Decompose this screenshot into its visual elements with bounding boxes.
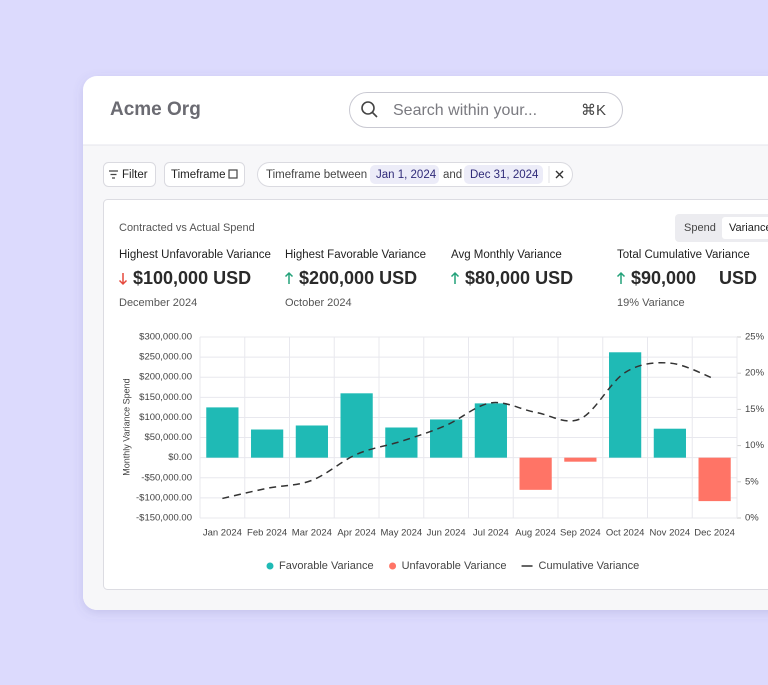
end-date: Dec 31, 2024 — [470, 169, 539, 181]
x-tick-label: Dec 2024 — [694, 528, 735, 539]
start-pill[interactable] — [370, 165, 439, 184]
bar — [340, 393, 373, 458]
bar — [653, 428, 686, 458]
y-axis-title: Monthly Variance Spend — [121, 378, 131, 475]
range-and: and — [443, 169, 462, 181]
y-tick-label: -$100,000.00 — [136, 492, 192, 503]
stat-unit: USD — [379, 268, 417, 288]
stat-value: $100,000 — [133, 268, 208, 288]
y-tick-label: $200,000.00 — [139, 372, 192, 383]
y-tick-label: $150,000.00 — [139, 392, 192, 403]
panel-title: Contracted vs Actual Spend — [119, 222, 255, 234]
shortcut: ⌘K — [581, 102, 606, 119]
stat-note: December 2024 — [119, 297, 197, 309]
legend-swatch — [389, 562, 397, 570]
bar — [519, 457, 552, 490]
stat-label: Highest Unfavorable Variance — [119, 249, 271, 261]
bar — [295, 425, 328, 458]
x-tick-label: Oct 2024 — [606, 528, 645, 539]
range-label: Timeframe between — [266, 169, 367, 181]
bar — [474, 403, 507, 458]
y-tick-label: $250,000.00 — [139, 352, 192, 363]
y2-tick-label: 5% — [745, 476, 759, 487]
bar — [251, 429, 284, 458]
x-tick-label: Jun 2024 — [427, 528, 466, 539]
stat-note: October 2024 — [285, 297, 352, 309]
x-tick-label: Nov 2024 — [650, 528, 691, 539]
toggle-spend[interactable]: Spend — [684, 222, 716, 234]
stat-label: Avg Monthly Variance — [451, 249, 562, 261]
trend-arrow — [616, 271, 626, 284]
y-tick-label: $0.00 — [168, 452, 192, 463]
stat-unit: USD — [535, 268, 573, 288]
clear-button[interactable] — [555, 170, 564, 179]
trend-arrow — [450, 271, 460, 284]
toggle-active — [722, 217, 768, 239]
trend-arrow — [118, 273, 128, 286]
x-tick-label: Mar 2024 — [292, 528, 332, 539]
legend-label: Cumulative Variance — [539, 560, 640, 572]
y2-tick-label: 10% — [745, 440, 765, 451]
stat-label: Highest Favorable Variance — [285, 249, 426, 261]
org-name: Acme Org — [110, 99, 201, 120]
trend-arrow — [284, 271, 294, 284]
timeframe-button[interactable] — [164, 162, 245, 187]
x-tick-label: Aug 2024 — [515, 528, 556, 539]
y-tick-label: $100,000.00 — [139, 412, 192, 423]
bar — [206, 407, 239, 458]
y2-tick-label: 15% — [745, 404, 765, 415]
y-tick-label: -$50,000.00 — [141, 472, 192, 483]
start-date: Jan 1, 2024 — [376, 169, 437, 181]
stat-value: $90,000 — [631, 268, 696, 288]
filter-button[interactable] — [103, 162, 156, 187]
x-tick-label: Sep 2024 — [560, 528, 601, 539]
search-icon — [371, 111, 378, 118]
x-tick-label: May 2024 — [381, 528, 423, 539]
toggle-variance[interactable]: Variance — [729, 222, 768, 234]
timeframe-label: Timeframe — [171, 169, 226, 181]
filter-icon — [109, 170, 118, 179]
end-pill[interactable] — [464, 165, 543, 184]
y2-tick-label: 20% — [745, 368, 765, 379]
filter-label: Filter — [122, 169, 148, 181]
stat-value: $80,000 — [465, 268, 530, 288]
stat-unit: USD — [213, 268, 251, 288]
stat-value: $200,000 — [299, 268, 374, 288]
legend-label: Favorable Variance — [279, 560, 374, 572]
y2-tick-label: 0% — [745, 513, 759, 524]
y2-tick-label: 25% — [745, 332, 765, 343]
bar — [698, 457, 731, 502]
legend-swatch — [266, 562, 274, 570]
x-tick-label: Jan 2024 — [203, 528, 242, 539]
bar — [564, 457, 597, 462]
calendar-icon — [228, 169, 238, 179]
bar — [385, 427, 418, 458]
bar — [609, 352, 642, 458]
stat-unit: USD — [719, 268, 757, 288]
cumulative-line — [222, 362, 715, 500]
x-tick-label: Feb 2024 — [247, 528, 287, 539]
legend-label: Unfavorable Variance — [402, 560, 507, 572]
search-box[interactable] — [349, 92, 623, 128]
y-tick-label: $300,000.00 — [139, 332, 192, 343]
x-tick-label: Jul 2024 — [473, 528, 509, 539]
stat-label: Total Cumulative Variance — [617, 249, 750, 261]
chart-panel — [103, 199, 768, 590]
search-placeholder: Search within your... — [393, 102, 537, 119]
bar — [430, 419, 463, 458]
y-tick-label: -$150,000.00 — [136, 513, 192, 524]
y-tick-label: $50,000.00 — [144, 432, 192, 443]
stat-note: 19% Variance — [617, 297, 685, 309]
x-tick-label: Apr 2024 — [337, 528, 376, 539]
search-icon — [361, 101, 375, 115]
